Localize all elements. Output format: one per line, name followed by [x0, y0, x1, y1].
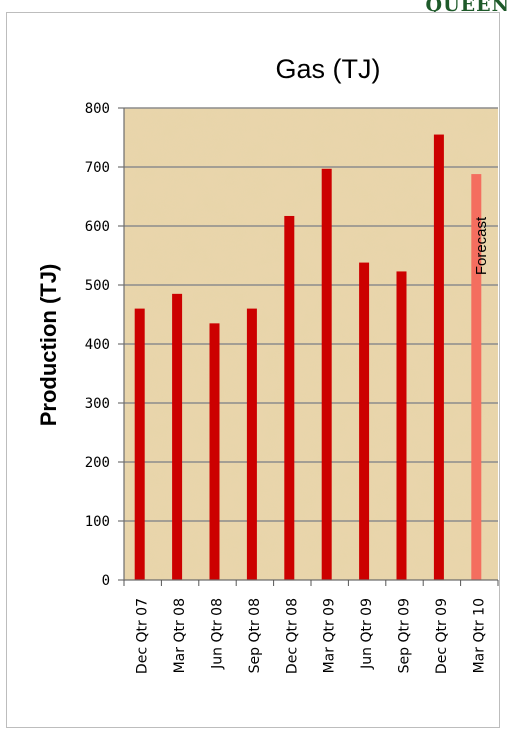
- y-axis-label: Production (TJ): [36, 264, 61, 427]
- bar: [321, 168, 332, 580]
- x-tick-label: Dec Qtr 09: [434, 598, 450, 674]
- x-tick-label: Sep Qtr 08: [247, 598, 263, 673]
- y-tick-label: 700: [85, 160, 110, 176]
- bar: [433, 134, 444, 581]
- forecast-annotation: Forecast: [473, 216, 490, 275]
- x-tick-label: Mar Qtr 09: [322, 598, 338, 673]
- y-tick-label: 600: [85, 219, 110, 235]
- bars: [134, 134, 482, 581]
- x-tick-label: Dec Qtr 08: [284, 598, 300, 674]
- y-tick-label: 500: [85, 278, 110, 294]
- y-tick-labels: 0 100 200 300 400 500 600 700 800: [85, 101, 110, 589]
- bar: [172, 293, 183, 580]
- y-tick-label: 800: [85, 101, 110, 117]
- bar: [284, 215, 295, 580]
- x-tick-label: Jun Qtr 09: [359, 598, 375, 670]
- bar: [359, 262, 370, 580]
- axes: [118, 107, 499, 586]
- bar: [246, 308, 257, 580]
- x-tick-label: Dec Qtr 07: [135, 598, 151, 674]
- x-tick-labels: Dec Qtr 07 Mar Qtr 08 Jun Qtr 08 Sep Qtr 08…: [135, 598, 488, 674]
- y-tick-label: 100: [85, 514, 110, 530]
- x-tick-label: Mar Qtr 10: [471, 598, 487, 673]
- y-tick-label: 400: [85, 337, 110, 353]
- forecast-bar: [471, 174, 482, 580]
- bar: [134, 308, 145, 580]
- bar: [209, 323, 220, 580]
- y-tick-label: 200: [85, 455, 110, 471]
- bar: [396, 271, 407, 580]
- y-tick-label: 0: [102, 573, 110, 589]
- x-tick-label: Mar Qtr 08: [172, 598, 188, 673]
- x-tick-label: Sep Qtr 09: [397, 598, 413, 673]
- chart-title: Gas (TJ): [276, 54, 381, 84]
- y-tick-label: 300: [85, 396, 110, 412]
- x-tick-label: Jun Qtr 08: [210, 598, 226, 670]
